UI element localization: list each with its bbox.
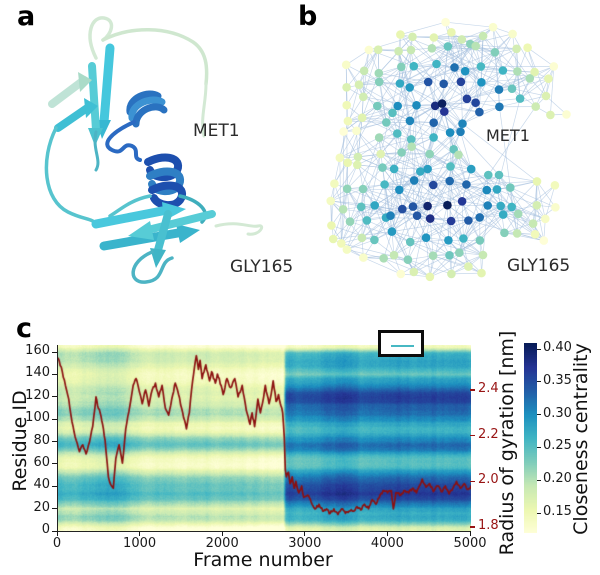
- colorbar-tick-mark: [537, 446, 541, 448]
- y-tick-mark: [52, 530, 57, 532]
- y-tick-label: 0: [41, 522, 50, 537]
- panel-a-met1-label: MET1: [193, 121, 240, 141]
- x-tick-mark: [304, 531, 306, 536]
- rg-tick-mark: [470, 526, 475, 528]
- colorbar-tick-mark: [537, 512, 541, 514]
- y-tick-mark: [52, 418, 57, 420]
- x-tick-label: 4000: [370, 536, 404, 551]
- colorbar-tick-mark: [537, 414, 541, 416]
- highlight-dash-mark: [391, 345, 415, 348]
- colorbar-tick-mark: [537, 381, 541, 383]
- panel-b-gly165-label: GLY165: [507, 256, 571, 276]
- x-tick-mark: [139, 531, 141, 536]
- colorbar-tick-mark: [537, 479, 541, 481]
- y-tick-label: 100: [25, 410, 50, 426]
- y-tick-mark: [52, 351, 57, 353]
- x-tick-label: 3000: [288, 536, 322, 551]
- y-tick-label: 60: [33, 454, 50, 470]
- panel-a-letter: a: [17, 1, 36, 32]
- right-axis-title: Radius of gyration [nm]: [496, 330, 518, 556]
- x-axis-title: Frame number: [193, 549, 333, 571]
- y-tick-label: 80: [33, 432, 50, 448]
- highlight-box-annotation: [377, 329, 424, 358]
- rg-tick-mark: [470, 435, 475, 437]
- colorbar-title: Closeness centrality: [570, 343, 592, 535]
- rg-tick-mark: [470, 480, 475, 483]
- colorbar: [524, 343, 537, 533]
- colorbar-tick-label: 0.40: [543, 340, 572, 355]
- x-tick-mark: [221, 531, 223, 536]
- y-tick-mark: [52, 396, 57, 398]
- x-tick-label: 2000: [205, 536, 239, 551]
- rg-tick-label: 2.0: [478, 472, 499, 488]
- y-tick-mark: [52, 485, 57, 487]
- colorbar-tick-label: 0.25: [543, 438, 572, 454]
- y-tick-label: 120: [25, 387, 50, 403]
- y-tick-label: 140: [25, 365, 50, 381]
- colorbar-tick-label: 0.35: [543, 372, 572, 388]
- rg-tick-mark: [470, 389, 475, 391]
- radius-of-gyration-line: [58, 345, 471, 531]
- x-tick-mark: [469, 531, 471, 536]
- y-tick-label: 20: [33, 499, 50, 515]
- y-axis-title: Residue ID: [9, 390, 31, 492]
- x-tick-mark: [56, 531, 58, 536]
- x-tick-label: 1000: [123, 536, 157, 551]
- rg-tick-label: 1.8: [478, 518, 499, 534]
- y-tick-label: 160: [25, 343, 50, 358]
- panel-a-gly165-label: GLY165: [230, 257, 294, 277]
- y-tick-mark: [52, 463, 57, 465]
- colorbar-tick-label: 0.30: [543, 405, 572, 421]
- x-tick-label: 0: [52, 536, 62, 551]
- heatmap-plot-area: [57, 345, 471, 532]
- y-tick-label: 40: [33, 477, 50, 493]
- y-tick-mark: [52, 441, 57, 442]
- protein-cartoon-svg: [44, 16, 264, 284]
- y-tick-mark: [52, 373, 57, 375]
- x-tick-mark: [386, 531, 388, 536]
- rg-tick-label: 2.2: [478, 426, 499, 442]
- y-tick-mark: [52, 508, 57, 510]
- colorbar-tick-label: 0.20: [543, 471, 572, 487]
- residue-network-svg: [326, 17, 571, 282]
- rg-tick-label: 2.4: [478, 381, 499, 396]
- colorbar-tick-mark: [537, 348, 541, 350]
- panel-b-met1-label: MET1: [486, 126, 530, 145]
- panel-b-letter: b: [298, 1, 318, 32]
- x-tick-label: 5000: [453, 536, 487, 551]
- colorbar-tick-label: 0.15: [543, 504, 572, 519]
- panel-c-letter: c: [16, 313, 33, 344]
